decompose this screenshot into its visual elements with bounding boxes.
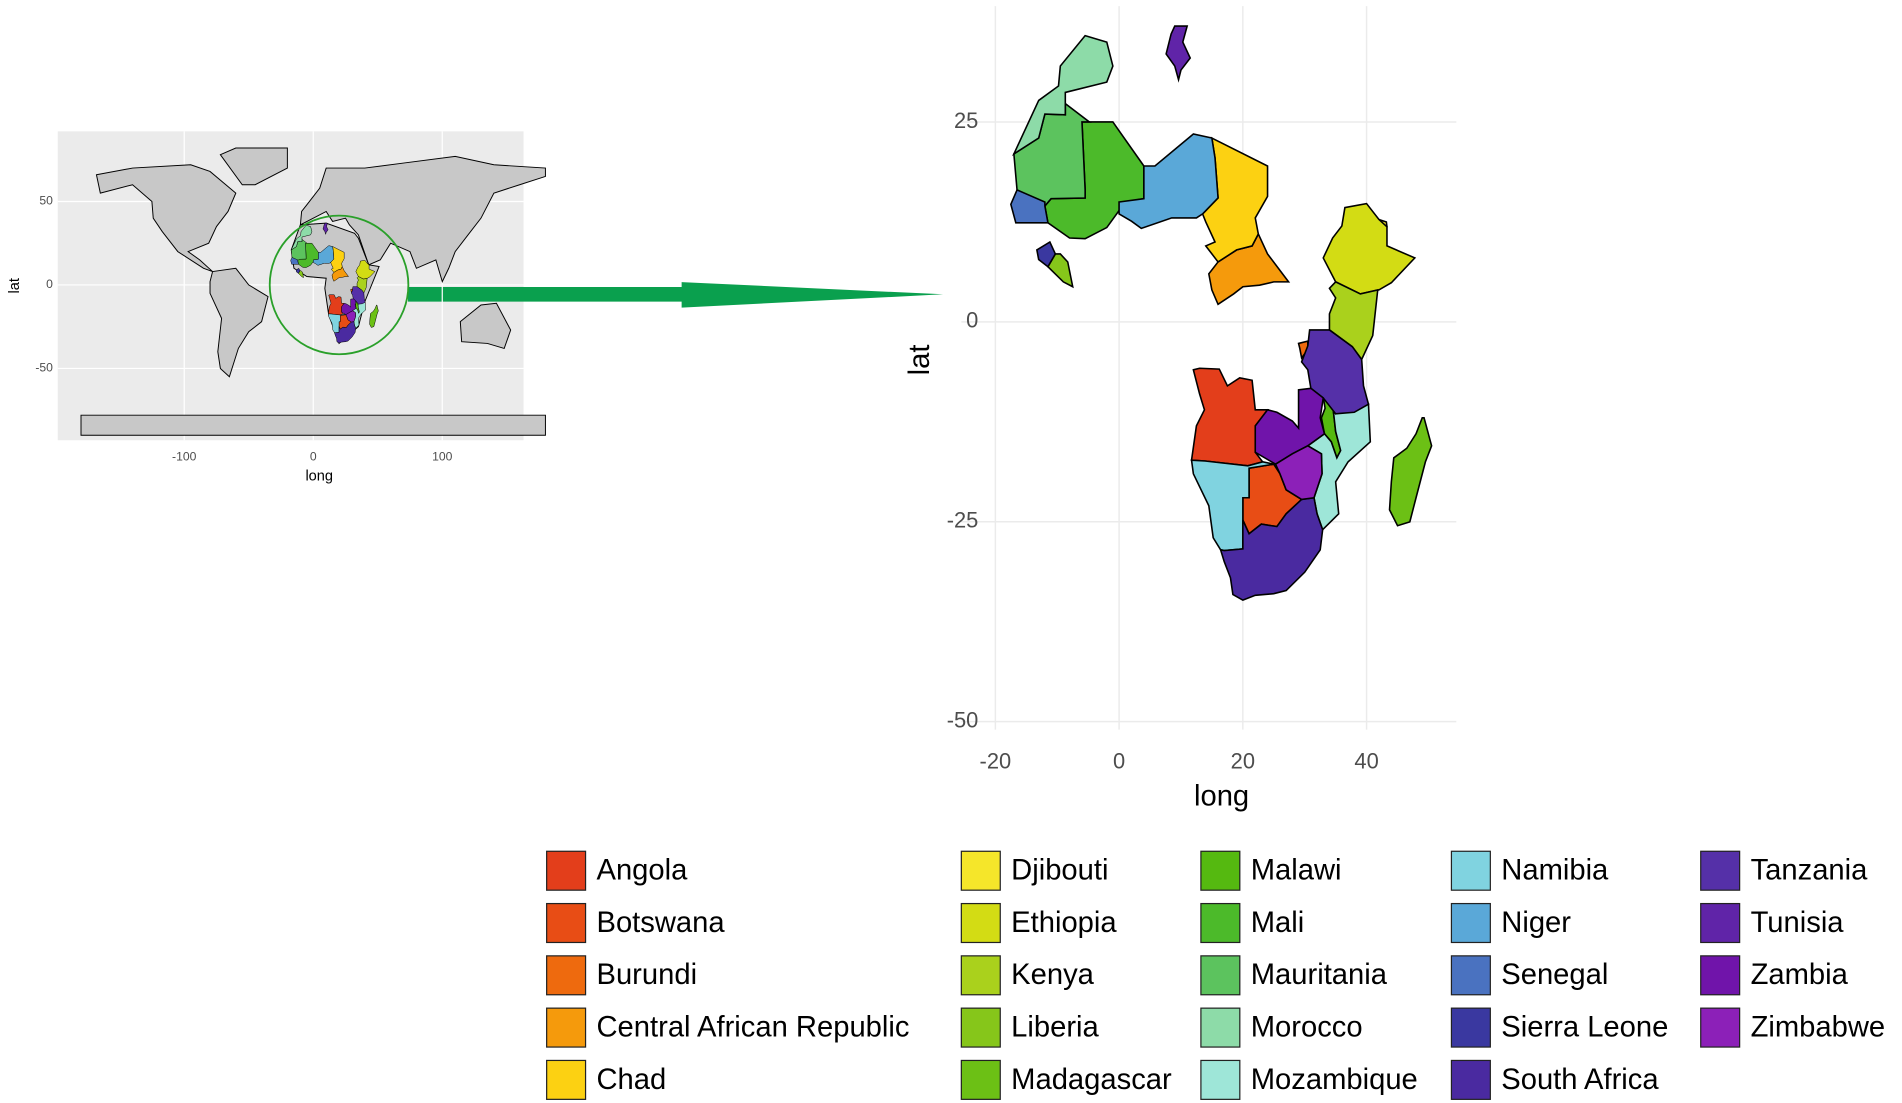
legend-label: Ethiopia <box>1011 907 1117 939</box>
legend-swatch <box>546 902 587 944</box>
country <box>1322 202 1417 295</box>
country <box>1300 329 1370 415</box>
legend-label: Niger <box>1501 907 1571 939</box>
country <box>1219 496 1324 602</box>
legend-swatch <box>546 955 587 996</box>
country <box>295 267 301 274</box>
legend-swatch <box>1700 1007 1741 1048</box>
legend-swatch <box>1450 1007 1491 1048</box>
legend-swatch <box>1450 1059 1491 1100</box>
legend-label: Chad <box>597 1064 667 1096</box>
legend-swatch <box>1700 850 1741 891</box>
legend-label: Zimbabwe <box>1751 1012 1886 1044</box>
land <box>459 302 512 350</box>
land <box>95 164 237 273</box>
y-axis-title: lat <box>7 278 23 293</box>
legend-label: Sierra Leone <box>1501 1012 1668 1044</box>
y-tick-label: 25 <box>954 108 978 133</box>
legend-label: Liberia <box>1011 1012 1099 1044</box>
legend-label: Mozambique <box>1251 1064 1418 1096</box>
country <box>1012 34 1114 157</box>
legend-label: Senegal <box>1501 959 1608 991</box>
legend-swatch <box>1450 955 1491 996</box>
country <box>1009 188 1049 224</box>
country <box>1035 240 1057 268</box>
legend-label: Morocco <box>1251 1012 1363 1044</box>
legend-label: Djibouti <box>1011 855 1108 887</box>
legend-label: Kenya <box>1011 959 1094 991</box>
legend-swatch <box>1200 1059 1241 1100</box>
legend-swatch <box>1200 902 1241 944</box>
country <box>1388 417 1433 527</box>
legend-swatch <box>546 1007 587 1048</box>
land <box>219 147 288 186</box>
y-tick-label: -50 <box>947 707 979 732</box>
legend-label: Central African Republic <box>597 1012 910 1044</box>
country <box>322 222 329 236</box>
legend-label: Namibia <box>1501 855 1609 887</box>
country <box>345 310 356 323</box>
x-tick-label: 40 <box>1354 748 1378 773</box>
country <box>290 224 313 251</box>
legend-swatch <box>960 1007 1001 1048</box>
country <box>1165 25 1192 83</box>
x-tick-label: -100 <box>172 449 197 463</box>
legend-swatch <box>1700 955 1741 996</box>
x-tick-label: 20 <box>1231 748 1255 773</box>
country <box>1190 459 1274 552</box>
y-axis-title: lat <box>904 345 936 376</box>
legend-swatch <box>1200 955 1241 996</box>
legend-swatch <box>1700 902 1741 944</box>
x-axis-title: long <box>305 469 333 485</box>
legend-label: Tunisia <box>1751 907 1845 939</box>
legend-swatch <box>1200 1007 1241 1048</box>
country <box>328 313 346 333</box>
legend-swatch <box>960 850 1001 891</box>
y-tick-label: -50 <box>35 361 53 375</box>
x-tick-label: -20 <box>980 748 1012 773</box>
legend-label: South Africa <box>1501 1064 1659 1096</box>
legend-swatch <box>960 955 1001 996</box>
legend-swatch <box>1450 850 1491 891</box>
y-tick-label: 0 <box>46 277 53 291</box>
x-tick-label: 100 <box>432 449 453 463</box>
arrow <box>408 282 944 308</box>
legend-label: Madagascar <box>1011 1064 1172 1096</box>
legend-label: Botswana <box>597 907 726 939</box>
country <box>334 321 356 344</box>
land <box>299 155 546 283</box>
y-tick-label: 50 <box>39 194 53 208</box>
x-tick-label: 0 <box>310 449 317 463</box>
legend-swatch <box>960 1059 1001 1100</box>
legend-label: Mali <box>1251 907 1304 939</box>
y-tick-label: -25 <box>947 508 979 533</box>
country <box>1118 133 1219 230</box>
country <box>313 245 335 266</box>
legend-label: Angola <box>597 855 689 887</box>
country <box>1274 444 1323 501</box>
legend-label: Burundi <box>597 959 698 991</box>
legend-label: Tanzania <box>1751 855 1869 887</box>
legend-swatch <box>546 1059 587 1100</box>
country <box>1013 102 1092 208</box>
legend-swatch <box>960 902 1001 944</box>
legend-label: Zambia <box>1751 959 1849 991</box>
legend-swatch <box>1450 902 1491 944</box>
country <box>290 257 299 265</box>
country <box>369 304 379 328</box>
highlight-circle <box>268 214 410 356</box>
land <box>80 414 546 436</box>
legend-label: Mauritania <box>1251 959 1388 991</box>
legend-swatch <box>1200 850 1241 891</box>
land <box>209 267 269 378</box>
legend-swatch <box>546 850 587 891</box>
y-tick-label: 0 <box>966 308 978 333</box>
x-tick-label: 0 <box>1113 748 1125 773</box>
legend-label: Malawi <box>1251 855 1342 887</box>
x-axis-title: long <box>1194 780 1249 812</box>
